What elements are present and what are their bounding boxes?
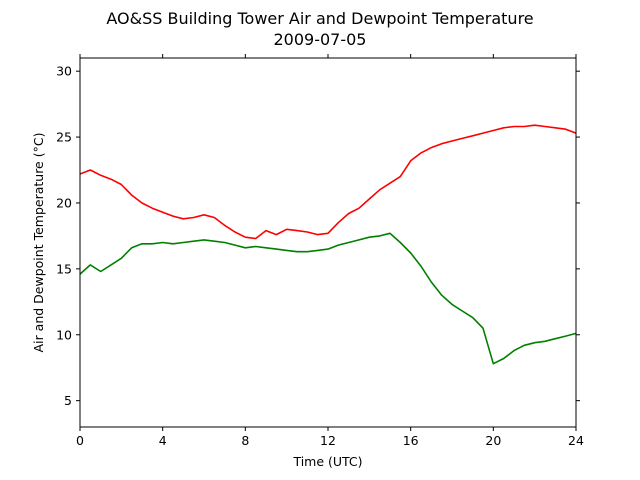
- x-tick-label: 20: [485, 433, 501, 448]
- x-tick-label: 12: [320, 433, 336, 448]
- series-line-2: [79, 232, 577, 365]
- y-tick-label: 20: [56, 195, 72, 210]
- series-layer: [79, 124, 577, 365]
- x-tick-label: 16: [403, 433, 419, 448]
- chart-subtitle: 2009-07-05: [274, 30, 367, 49]
- x-tick-label: 0: [76, 433, 84, 448]
- y-axis-ticks: 5 10 15 20 25 30: [56, 64, 580, 408]
- x-tick-label: 8: [241, 433, 249, 448]
- y-tick-label: 5: [64, 393, 72, 408]
- x-axis-ticks: 0 4 8 12 16 20 24: [76, 54, 584, 448]
- y-tick-label: 10: [56, 327, 72, 342]
- plot-frame: [79, 57, 577, 428]
- y-axis-label: Air and Dewpoint Temperature (°C): [31, 133, 46, 353]
- series-line-1: [79, 124, 577, 240]
- y-tick-label: 30: [56, 64, 72, 79]
- chart-title: AO&SS Building Tower Air and Dewpoint Te…: [106, 9, 533, 28]
- y-tick-label: 25: [56, 130, 72, 145]
- x-axis-label: Time (UTC): [292, 454, 362, 469]
- y-tick-label: 15: [56, 261, 72, 276]
- x-tick-label: 4: [159, 433, 167, 448]
- plot-area: 0 4 8 12 16 20 24 5 10 15 20 25 30: [56, 54, 584, 448]
- x-tick-label: 24: [568, 433, 584, 448]
